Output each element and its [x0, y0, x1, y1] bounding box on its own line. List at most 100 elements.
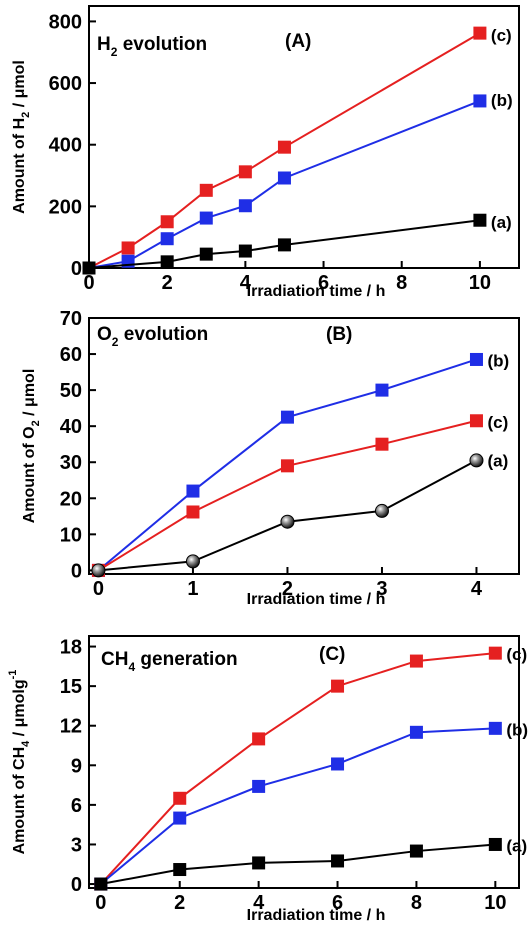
- panel-tag: (C): [319, 644, 345, 665]
- x-axis-label: Irradiation time / h: [247, 283, 386, 300]
- y-axis-label-unit: / μmol: [11, 60, 28, 112]
- data-point: [185, 554, 200, 569]
- data-point: [238, 244, 252, 258]
- data-point: [277, 140, 291, 154]
- y-tick-label: 50: [60, 380, 82, 402]
- y-tick-label: 9: [71, 755, 82, 777]
- data-point: [409, 844, 423, 858]
- data-point: [186, 505, 200, 519]
- series-label: (a): [491, 213, 512, 232]
- panel-title-subscript: 2: [111, 45, 118, 59]
- y-axis-label-subscript: 4: [20, 740, 32, 747]
- data-point: [469, 414, 483, 428]
- data-point: [199, 211, 213, 225]
- data-point: [409, 725, 423, 739]
- y-axis-label-superscript: -1: [7, 670, 19, 680]
- x-axis-label: Irradiation time / h: [247, 907, 386, 924]
- y-axis-label: Amount of H2 / μmol: [11, 60, 32, 214]
- x-tick-label: 4: [240, 272, 252, 294]
- x-tick-label: 2: [282, 578, 293, 600]
- series-label: (b): [506, 720, 528, 739]
- panel-title-main: H: [97, 34, 111, 55]
- y-tick-label: 70: [60, 308, 82, 330]
- y-axis-label-unit: / μmol: [21, 369, 38, 421]
- data-point: [331, 854, 345, 868]
- data-point: [488, 837, 502, 851]
- y-axis-label-subscript: 2: [30, 420, 42, 426]
- panel-title-main: O: [97, 324, 112, 345]
- chart-panel-c: 0 2 4 6 8 10 0 3 6 9 12 15 18 Irradiation time / h Amo…: [7, 635, 528, 924]
- y-tick-label: 40: [60, 416, 82, 438]
- data-point: [280, 514, 295, 529]
- y-tick-label: 200: [49, 196, 82, 218]
- x-tick-label: 10: [469, 272, 491, 294]
- data-point: [252, 779, 266, 793]
- y-tick-label: 15: [60, 676, 82, 698]
- data-point: [252, 856, 266, 870]
- x-tick-label: 6: [332, 892, 343, 914]
- y-tick-label: 30: [60, 452, 82, 474]
- series-line: [100, 652, 496, 885]
- plot-frame: [88, 635, 520, 889]
- panel-tag: (B): [326, 324, 352, 345]
- x-tick-label: 0: [95, 892, 106, 914]
- series-line: [97, 419, 477, 572]
- y-tick-label: 20: [60, 488, 82, 510]
- data-point: [121, 241, 135, 255]
- panel-title-subscript: 2: [112, 335, 119, 349]
- x-tick-label: 8: [411, 892, 422, 914]
- series-label: (b): [487, 351, 509, 370]
- x-tick-label: 2: [174, 892, 185, 914]
- y-tick-label: 800: [49, 11, 82, 33]
- data-point: [469, 453, 484, 468]
- series-label: (b): [491, 91, 513, 110]
- panel-title-rest: evolution: [118, 324, 208, 345]
- y-axis-label-unit: / μmolg: [11, 679, 28, 740]
- data-point: [488, 721, 502, 735]
- y-tick-label: 0: [71, 874, 82, 896]
- data-point: [238, 199, 252, 213]
- y-tick-label: 0: [71, 258, 82, 280]
- data-point: [160, 215, 174, 229]
- x-tick-label: 0: [93, 578, 104, 600]
- x-tick-label: 10: [484, 892, 506, 914]
- series-line: [88, 219, 481, 269]
- y-tick-label: 400: [49, 135, 82, 157]
- series-line: [100, 727, 496, 885]
- x-axis-label: Irradiation time / h: [247, 591, 386, 608]
- y-tick-label: 0: [71, 560, 82, 582]
- data-point: [94, 877, 108, 891]
- data-point: [409, 654, 423, 668]
- data-point: [199, 183, 213, 197]
- y-axis-label: Amount of O2 / μmol: [21, 369, 42, 524]
- x-tick-label: 2: [162, 272, 173, 294]
- data-point: [488, 646, 502, 660]
- data-point: [82, 261, 96, 275]
- data-point: [473, 94, 487, 108]
- data-point: [160, 232, 174, 246]
- series-line: [100, 843, 496, 886]
- y-tick-label: 10: [60, 524, 82, 546]
- series-label: (a): [506, 836, 527, 855]
- series-label: (c): [506, 645, 527, 664]
- data-point: [469, 352, 483, 366]
- panel-title-main: CH: [101, 649, 128, 670]
- panel-title: H2 evolution: [97, 34, 207, 59]
- data-point: [91, 563, 106, 578]
- x-tick-label: 1: [187, 578, 198, 600]
- x-tick-label: 6: [318, 272, 329, 294]
- data-point: [277, 171, 291, 185]
- chart-panel-a: 0 2 4 6 8 10 0 200 400 600 800 Irradiation time / h…: [11, 5, 520, 300]
- y-tick-label: 60: [60, 344, 82, 366]
- data-point: [199, 247, 213, 261]
- x-tick-label: 4: [471, 578, 483, 600]
- panel-title-rest: evolution: [117, 34, 207, 55]
- data-point: [186, 484, 200, 498]
- y-axis-label-main: Amount of H: [11, 118, 28, 214]
- plot-frame: [88, 317, 520, 575]
- data-point: [173, 863, 187, 877]
- series-label: (c): [491, 26, 512, 45]
- plot-frame: [88, 5, 520, 269]
